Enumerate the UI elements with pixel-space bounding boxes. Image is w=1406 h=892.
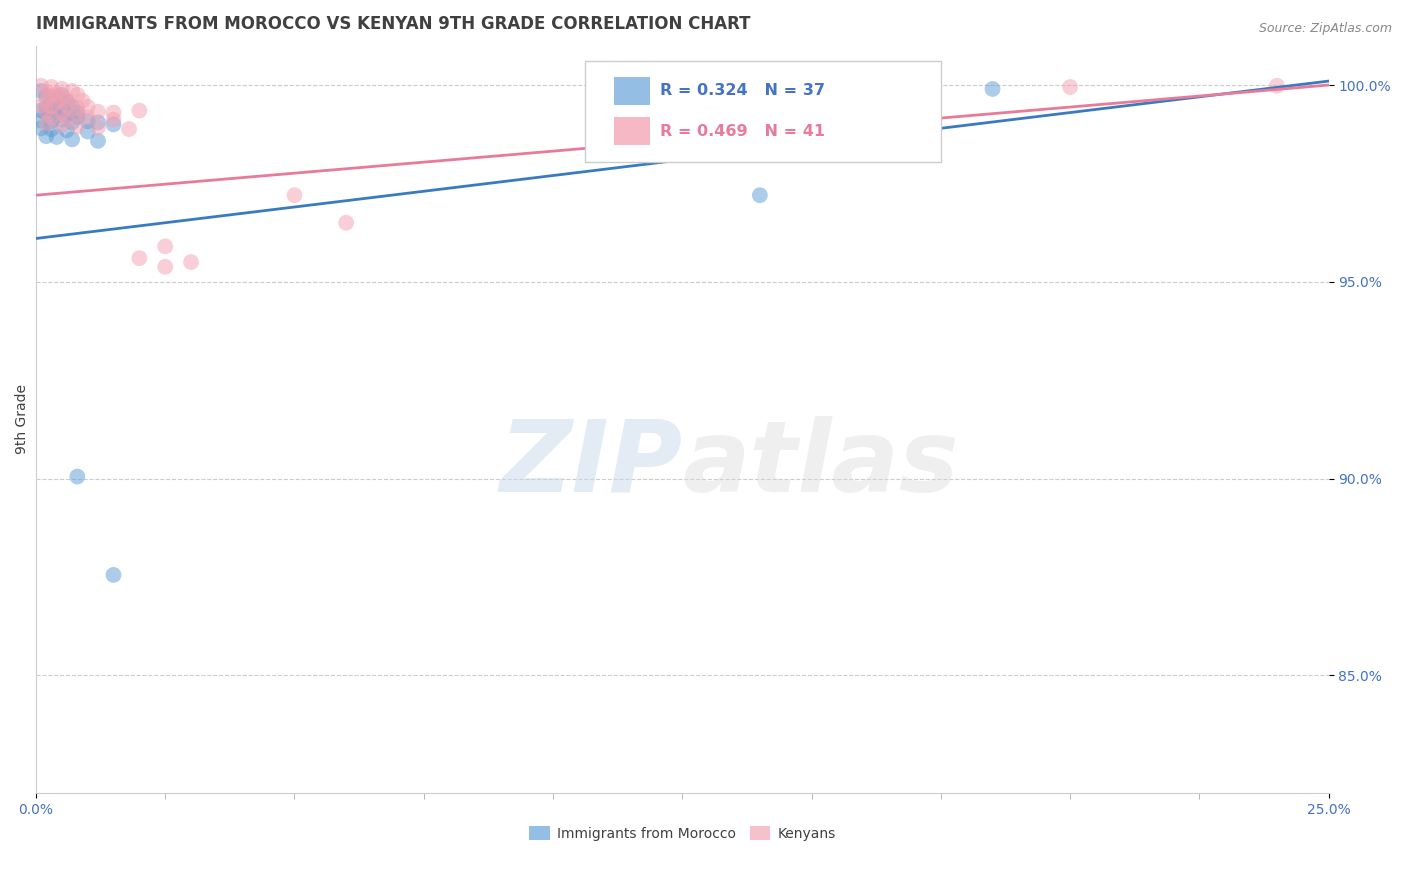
Point bbox=[30, 98, 52, 112]
Point bbox=[87, 115, 110, 129]
Point bbox=[51, 118, 73, 132]
Point bbox=[56, 93, 79, 107]
Point bbox=[51, 90, 73, 104]
Point bbox=[128, 251, 150, 265]
Point bbox=[41, 94, 63, 108]
Point bbox=[66, 87, 89, 102]
Point bbox=[56, 112, 79, 126]
Point bbox=[87, 104, 110, 119]
Point bbox=[41, 122, 63, 136]
Point bbox=[118, 122, 141, 136]
Point bbox=[45, 90, 67, 104]
Point bbox=[66, 120, 89, 134]
Bar bbox=[614, 117, 650, 145]
Point bbox=[76, 100, 98, 114]
Point bbox=[45, 109, 67, 123]
Point bbox=[45, 87, 67, 101]
Point bbox=[41, 100, 63, 114]
Point bbox=[51, 105, 73, 120]
Point bbox=[60, 100, 83, 114]
Text: atlas: atlas bbox=[682, 416, 959, 513]
Point bbox=[41, 114, 63, 128]
Point bbox=[335, 216, 357, 230]
Point bbox=[87, 134, 110, 148]
Point bbox=[981, 82, 1004, 96]
Point bbox=[66, 101, 89, 115]
Point bbox=[103, 117, 125, 131]
Text: R = 0.469   N = 41: R = 0.469 N = 41 bbox=[661, 124, 825, 139]
Point bbox=[35, 106, 58, 120]
Point bbox=[56, 107, 79, 121]
Point bbox=[41, 80, 63, 95]
Point bbox=[56, 123, 79, 137]
Point bbox=[30, 113, 52, 128]
Point bbox=[41, 103, 63, 117]
Point bbox=[155, 260, 177, 274]
Point bbox=[56, 98, 79, 112]
Point bbox=[283, 188, 305, 202]
Point bbox=[51, 82, 73, 96]
Point bbox=[35, 104, 58, 119]
Y-axis label: 9th Grade: 9th Grade bbox=[15, 384, 30, 455]
Point bbox=[87, 120, 110, 135]
Point bbox=[103, 568, 125, 582]
FancyBboxPatch shape bbox=[585, 61, 941, 161]
Point bbox=[45, 130, 67, 145]
Point bbox=[66, 469, 89, 483]
Point bbox=[1059, 80, 1081, 95]
Point bbox=[51, 102, 73, 116]
Point bbox=[155, 239, 177, 253]
Point bbox=[45, 100, 67, 114]
Point bbox=[60, 84, 83, 98]
Point bbox=[35, 94, 58, 108]
Point bbox=[103, 112, 125, 127]
Point bbox=[76, 124, 98, 138]
Point bbox=[66, 105, 89, 120]
Point bbox=[748, 188, 770, 202]
Point bbox=[51, 112, 73, 127]
Text: IMMIGRANTS FROM MOROCCO VS KENYAN 9TH GRADE CORRELATION CHART: IMMIGRANTS FROM MOROCCO VS KENYAN 9TH GR… bbox=[37, 15, 751, 33]
Point bbox=[30, 121, 52, 136]
Bar bbox=[614, 77, 650, 105]
Point bbox=[35, 101, 58, 115]
Legend: Immigrants from Morocco, Kenyans: Immigrants from Morocco, Kenyans bbox=[523, 821, 841, 847]
Point bbox=[76, 110, 98, 124]
Point bbox=[56, 95, 79, 109]
Point bbox=[35, 89, 58, 103]
Point bbox=[41, 96, 63, 111]
Point bbox=[60, 115, 83, 129]
Point bbox=[76, 114, 98, 128]
Point bbox=[72, 94, 94, 108]
Point bbox=[66, 110, 89, 124]
Point bbox=[41, 110, 63, 124]
Point bbox=[35, 117, 58, 131]
Point bbox=[51, 87, 73, 102]
Point bbox=[180, 255, 202, 269]
Text: ZIP: ZIP bbox=[499, 416, 682, 513]
Point bbox=[30, 84, 52, 98]
Point bbox=[1265, 78, 1288, 93]
Point bbox=[35, 85, 58, 99]
Point bbox=[30, 78, 52, 93]
Point bbox=[35, 129, 58, 144]
Text: R = 0.324   N = 37: R = 0.324 N = 37 bbox=[661, 83, 825, 98]
Point bbox=[30, 103, 52, 118]
Point bbox=[45, 95, 67, 109]
Point bbox=[128, 103, 150, 118]
Text: Source: ZipAtlas.com: Source: ZipAtlas.com bbox=[1258, 22, 1392, 36]
Point bbox=[66, 106, 89, 120]
Point bbox=[41, 89, 63, 103]
Point bbox=[60, 132, 83, 146]
Point bbox=[103, 105, 125, 120]
